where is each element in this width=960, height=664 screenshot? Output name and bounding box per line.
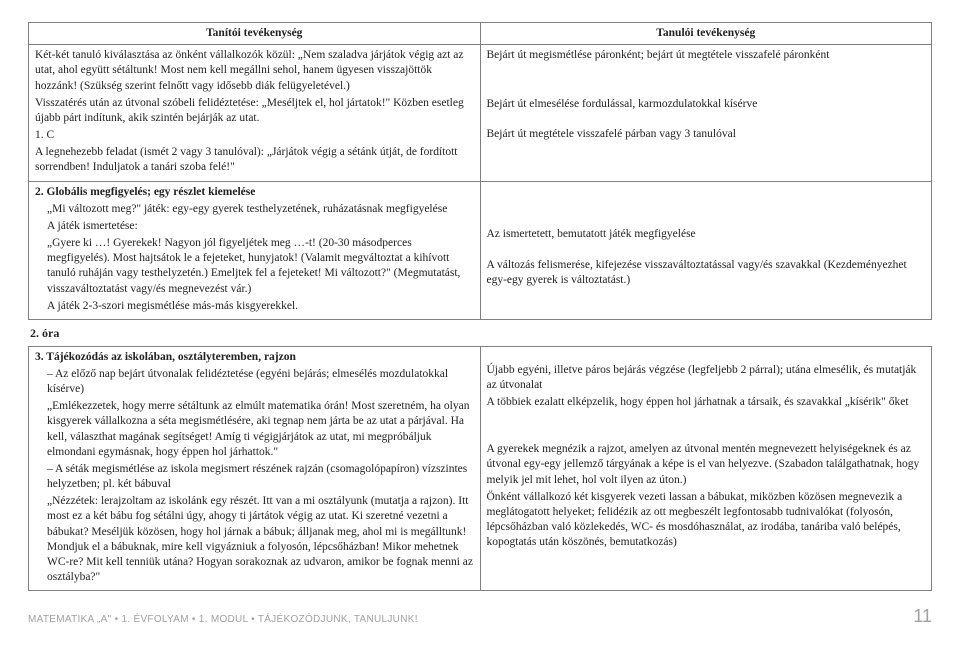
text: Újabb egyéni, illetve páros bejárás végz… — [487, 363, 926, 393]
text: A játék 2-3-szori megismétlése más-más k… — [35, 299, 474, 314]
text: Az ismertetett, bemutatott játék megfigy… — [487, 227, 926, 242]
text: A többiek ezalatt elképzelik, hogy éppen… — [487, 395, 926, 410]
text: Bejárt út megtétele visszafelé párban va… — [487, 127, 926, 142]
page-number: 11 — [913, 605, 932, 629]
section-head: 3. Tájékozódás az iskolában, osztálytere… — [35, 351, 296, 363]
text: – A séták megismétlése az iskola megisme… — [35, 462, 474, 492]
student-cell-2: Az ismertetett, bemutatott játék megfigy… — [480, 181, 932, 319]
text: „Nézzétek: lerajzoltam az iskolánk egy r… — [35, 494, 474, 585]
teacher-cell-1: Két-két tanuló kiválasztása az önként vá… — [29, 45, 481, 181]
footer-text: MATEMATIKA „A" • 1. ÉVFOLYAM • 1. MODUL … — [28, 613, 418, 626]
student-cell-1: Bejárt út megismétlése páronként; bejárt… — [480, 45, 932, 181]
table-row: Két-két tanuló kiválasztása az önként vá… — [29, 45, 932, 181]
text: Visszatérés után az útvonal szóbeli feli… — [35, 96, 474, 126]
text: A gyerekek megnézik a rajzot, amelyen az… — [487, 442, 926, 488]
footer: MATEMATIKA „A" • 1. ÉVFOLYAM • 1. MODUL … — [28, 605, 932, 629]
student-cell-3: Újabb egyéni, illetve páros bejárás végz… — [480, 346, 932, 591]
table-row: 3. Tájékozódás az iskolában, osztálytere… — [29, 346, 932, 591]
text: Bejárt út megismétlése páronként; bejárt… — [487, 48, 926, 63]
header-right: Tanulói tevékenység — [480, 23, 932, 45]
text: „Gyere ki …! Gyerekek! Nagyon jól figyel… — [35, 236, 474, 297]
text: Önként vállalkozó két kisgyerek vezeti l… — [487, 490, 926, 551]
activity-table-2: 3. Tájékozódás az iskolában, osztálytere… — [28, 346, 932, 592]
text: Bejárt út elmesélése fordulással, karmoz… — [487, 97, 926, 112]
lesson-label: 2. óra — [30, 326, 932, 342]
table-row: 2. Globális megfigyelés; egy részlet kie… — [29, 181, 932, 319]
text: „Emlékezzetek, hogy merre sétáltunk az e… — [35, 399, 474, 460]
section-head: 2. Globális megfigyelés; egy részlet kie… — [35, 186, 255, 198]
text: A változás felismerése, kifejezése vissz… — [487, 258, 926, 288]
text: 1. C — [35, 128, 474, 143]
teacher-cell-3: 3. Tájékozódás az iskolában, osztálytere… — [29, 346, 481, 591]
text: „Mi változott meg?" játék: egy-egy gyere… — [35, 202, 474, 217]
activity-table: Tanítói tevékenység Tanulói tevékenység … — [28, 22, 932, 320]
header-left: Tanítói tevékenység — [29, 23, 481, 45]
text: A játék ismertetése: — [35, 219, 474, 234]
text: A legnehezebb feladat (ismét 2 vagy 3 ta… — [35, 145, 474, 175]
text: Két-két tanuló kiválasztása az önként vá… — [35, 48, 474, 94]
text: – Az előző nap bejárt útvonalak felidézt… — [35, 367, 474, 397]
teacher-cell-2: 2. Globális megfigyelés; egy részlet kie… — [29, 181, 481, 319]
